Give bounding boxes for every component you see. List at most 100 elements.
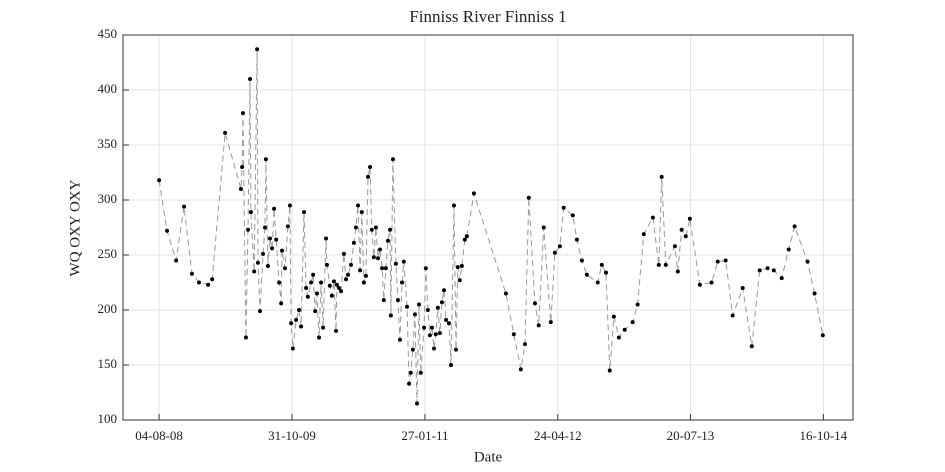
data-point xyxy=(277,280,282,285)
data-point xyxy=(401,259,406,264)
data-point xyxy=(383,266,388,271)
data-point xyxy=(248,210,253,215)
data-point xyxy=(316,335,321,340)
data-point xyxy=(314,291,319,296)
data-point xyxy=(536,323,541,328)
y-axis-label: WQ OXY OXY xyxy=(67,179,83,276)
data-point xyxy=(805,259,810,264)
data-point xyxy=(390,157,395,162)
data-point xyxy=(343,277,348,282)
data-point xyxy=(812,291,817,296)
data-point xyxy=(346,272,351,277)
data-point xyxy=(683,234,688,239)
data-point xyxy=(765,266,770,271)
data-point xyxy=(792,224,797,229)
data-point xyxy=(622,327,627,332)
data-point xyxy=(408,370,413,375)
data-point xyxy=(459,264,464,268)
data-point xyxy=(369,227,374,232)
chart-title: Finniss River Finniss 1 xyxy=(409,7,566,26)
data-point xyxy=(368,165,373,169)
data-point xyxy=(511,332,516,337)
data-point xyxy=(616,335,621,340)
data-point xyxy=(285,224,290,229)
data-point xyxy=(603,270,608,275)
x-tick-label: 27-01-11 xyxy=(401,428,448,443)
data-point xyxy=(378,247,383,252)
data-point xyxy=(388,227,393,232)
data-point xyxy=(165,228,170,233)
data-point xyxy=(675,269,680,274)
data-point xyxy=(348,262,353,267)
data-point xyxy=(329,293,334,298)
data-point xyxy=(353,225,358,230)
y-tick-label: 450 xyxy=(98,26,118,41)
data-point xyxy=(579,258,584,263)
data-point xyxy=(574,237,579,242)
data-point xyxy=(252,269,257,274)
data-point xyxy=(730,313,735,318)
data-point xyxy=(407,381,412,386)
data-point xyxy=(417,302,422,307)
data-point xyxy=(650,215,655,220)
data-point xyxy=(584,272,589,277)
data-point xyxy=(557,244,562,249)
data-point xyxy=(358,268,363,273)
data-point xyxy=(336,286,341,290)
data-point xyxy=(561,205,566,210)
data-point xyxy=(331,279,336,284)
data-point xyxy=(672,244,677,249)
data-point xyxy=(771,268,776,273)
data-point xyxy=(339,289,344,294)
x-tick-label: 16-10-14 xyxy=(800,428,848,443)
data-point xyxy=(280,248,285,253)
x-tick-label: 04-08-08 xyxy=(135,428,183,443)
data-point xyxy=(299,324,304,329)
data-point xyxy=(397,337,402,342)
data-point xyxy=(182,204,187,209)
data-point xyxy=(287,203,292,208)
data-point xyxy=(446,321,451,326)
y-tick-label: 100 xyxy=(98,411,118,426)
data-point xyxy=(427,333,432,338)
data-point xyxy=(206,282,211,287)
data-point xyxy=(263,225,268,230)
x-tick-label: 24-04-12 xyxy=(534,428,582,443)
data-point xyxy=(425,308,430,312)
data-point xyxy=(820,333,825,338)
data-point xyxy=(451,203,456,208)
data-point xyxy=(439,300,444,305)
y-tick-label: 150 xyxy=(98,356,118,371)
data-point xyxy=(248,77,253,81)
x-tick-label: 20-07-13 xyxy=(667,428,715,443)
data-point xyxy=(656,262,661,267)
plot-frame xyxy=(122,34,854,421)
data-point xyxy=(749,344,754,349)
data-point xyxy=(321,325,326,330)
data-point xyxy=(454,347,459,352)
data-point xyxy=(290,346,295,351)
data-point xyxy=(437,331,442,336)
data-point xyxy=(302,210,307,215)
data-point xyxy=(410,347,415,352)
data-point xyxy=(243,335,248,340)
data-point xyxy=(532,301,537,306)
data-point xyxy=(381,298,386,303)
data-point xyxy=(526,195,531,200)
data-point xyxy=(709,280,714,285)
data-point xyxy=(371,255,376,260)
data-point xyxy=(779,276,784,281)
data-point xyxy=(635,302,640,307)
data-point xyxy=(541,225,546,230)
data-point xyxy=(241,111,246,116)
data-point xyxy=(679,227,684,232)
data-point xyxy=(433,332,438,337)
data-point xyxy=(309,280,314,285)
data-point xyxy=(405,304,410,309)
x-tick-label: 31-10-09 xyxy=(268,428,316,443)
data-point xyxy=(255,260,260,265)
data-point xyxy=(245,227,250,232)
data-point xyxy=(435,305,440,310)
data-point xyxy=(270,246,275,251)
data-point xyxy=(455,265,460,270)
